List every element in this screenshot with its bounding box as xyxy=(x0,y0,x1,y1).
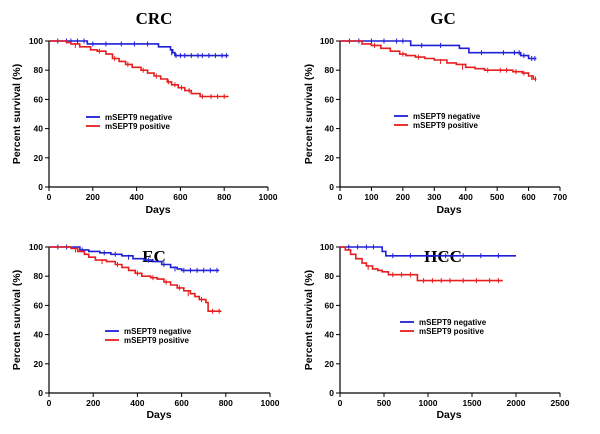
gc-x-tick-label: 300 xyxy=(427,192,441,202)
hcc-y-tick-label: 100 xyxy=(320,242,334,252)
crc-y-tick-label: 80 xyxy=(34,65,44,75)
gc-x-tick-label: 600 xyxy=(521,192,535,202)
ec-x-tick-label: 800 xyxy=(219,398,233,408)
hcc-y-axis-label: Percent survival (%) xyxy=(303,270,315,370)
hcc-positive-legend-label: mSEPT9 positive xyxy=(419,327,484,336)
ec-y-tick-label: 20 xyxy=(34,359,44,369)
crc-x-tick-label: 200 xyxy=(86,192,100,202)
crc-positive-survival-curve xyxy=(49,40,229,98)
hcc-x-tick-label: 0 xyxy=(338,398,343,408)
ec-x-tick-label: 1000 xyxy=(261,398,280,408)
gc-positive-survival-curve xyxy=(340,40,537,80)
hcc-x-tick-label: 1000 xyxy=(419,398,438,408)
ec-y-tick-label: 80 xyxy=(34,271,44,281)
gc-y-tick-label: 0 xyxy=(329,182,334,192)
ec-x-tick-label: 0 xyxy=(47,398,52,408)
gc-y-tick-label: 20 xyxy=(325,153,335,163)
crc-y-tick-label: 100 xyxy=(29,36,43,46)
ec-x-tick-label: 200 xyxy=(86,398,100,408)
gc-y-axis-label: Percent survival (%) xyxy=(303,64,315,164)
ec-negative-survival-curve xyxy=(49,246,220,272)
crc-y-tick-label: 0 xyxy=(38,182,43,192)
ec-y-tick-label: 60 xyxy=(34,300,44,310)
gc-negative-legend-label: mSEPT9 negative xyxy=(413,112,481,121)
gc-negative-survival-curve xyxy=(340,40,537,60)
ec-negative-legend-label: mSEPT9 negative xyxy=(124,327,192,336)
crc-y-axis-label: Percent survival (%) xyxy=(11,64,23,164)
ec-positive-legend-label: mSEPT9 positive xyxy=(124,336,189,345)
ec-y-tick-label: 0 xyxy=(38,388,43,398)
gc-x-tick-label: 700 xyxy=(553,192,567,202)
ec-x-axis-label: Days xyxy=(146,409,171,421)
ec-y-tick-label: 100 xyxy=(29,242,43,252)
hcc-x-tick-label: 500 xyxy=(377,398,391,408)
gc-y-tick-label: 80 xyxy=(325,65,335,75)
crc-y-tick-label: 40 xyxy=(34,124,44,134)
crc-x-tick-label: 1000 xyxy=(259,192,278,202)
gc-y-tick-label: 60 xyxy=(325,94,335,104)
crc-x-tick-label: 400 xyxy=(130,192,144,202)
gc-title: GC xyxy=(430,9,456,28)
crc-y-tick-label: 60 xyxy=(34,94,44,104)
hcc-y-tick-label: 20 xyxy=(325,359,335,369)
hcc-x-tick-label: 1500 xyxy=(463,398,482,408)
ec-y-tick-label: 40 xyxy=(34,330,44,340)
hcc-negative-legend-label: mSEPT9 negative xyxy=(419,318,487,327)
hcc-y-tick-label: 0 xyxy=(329,388,334,398)
crc-positive-legend-label: mSEPT9 positive xyxy=(105,122,170,131)
ec-positive-survival-curve xyxy=(49,246,222,312)
crc-x-tick-label: 0 xyxy=(47,192,52,202)
crc-title: CRC xyxy=(136,9,173,28)
gc-x-axis-label: Days xyxy=(436,204,461,216)
hcc-positive-survival-curve xyxy=(340,246,503,282)
gc-x-tick-label: 0 xyxy=(338,192,343,202)
hcc-negative-survival-curve xyxy=(340,246,516,257)
ec-x-tick-label: 600 xyxy=(175,398,189,408)
gc-y-tick-label: 40 xyxy=(325,124,335,134)
ec-x-tick-label: 400 xyxy=(130,398,144,408)
gc-panel: GC 0 20 40 60 80 100 0 100 200 300 400 500 600 700 Days… xyxy=(303,9,567,216)
gc-y-tick-label: 100 xyxy=(320,36,334,46)
gc-x-tick-label: 100 xyxy=(364,192,378,202)
crc-x-tick-label: 600 xyxy=(173,192,187,202)
hcc-y-tick-label: 80 xyxy=(325,271,335,281)
gc-positive-legend-label: mSEPT9 positive xyxy=(413,121,478,130)
hcc-x-tick-label: 2000 xyxy=(507,398,526,408)
hcc-x-axis-label: Days xyxy=(436,409,461,421)
ec-y-axis-label: Percent survival (%) xyxy=(11,270,23,370)
crc-y-tick-label: 20 xyxy=(34,153,44,163)
hcc-y-tick-label: 60 xyxy=(325,300,335,310)
gc-x-tick-label: 200 xyxy=(396,192,410,202)
crc-negative-legend-label: mSEPT9 negative xyxy=(105,113,173,122)
gc-x-tick-label: 500 xyxy=(490,192,504,202)
hcc-x-tick-label: 2500 xyxy=(551,398,570,408)
hcc-y-tick-label: 40 xyxy=(325,330,335,340)
crc-x-tick-label: 800 xyxy=(217,192,231,202)
gc-x-tick-label: 400 xyxy=(459,192,473,202)
crc-x-axis-label: Days xyxy=(145,204,170,216)
crc-negative-survival-curve xyxy=(49,40,229,57)
